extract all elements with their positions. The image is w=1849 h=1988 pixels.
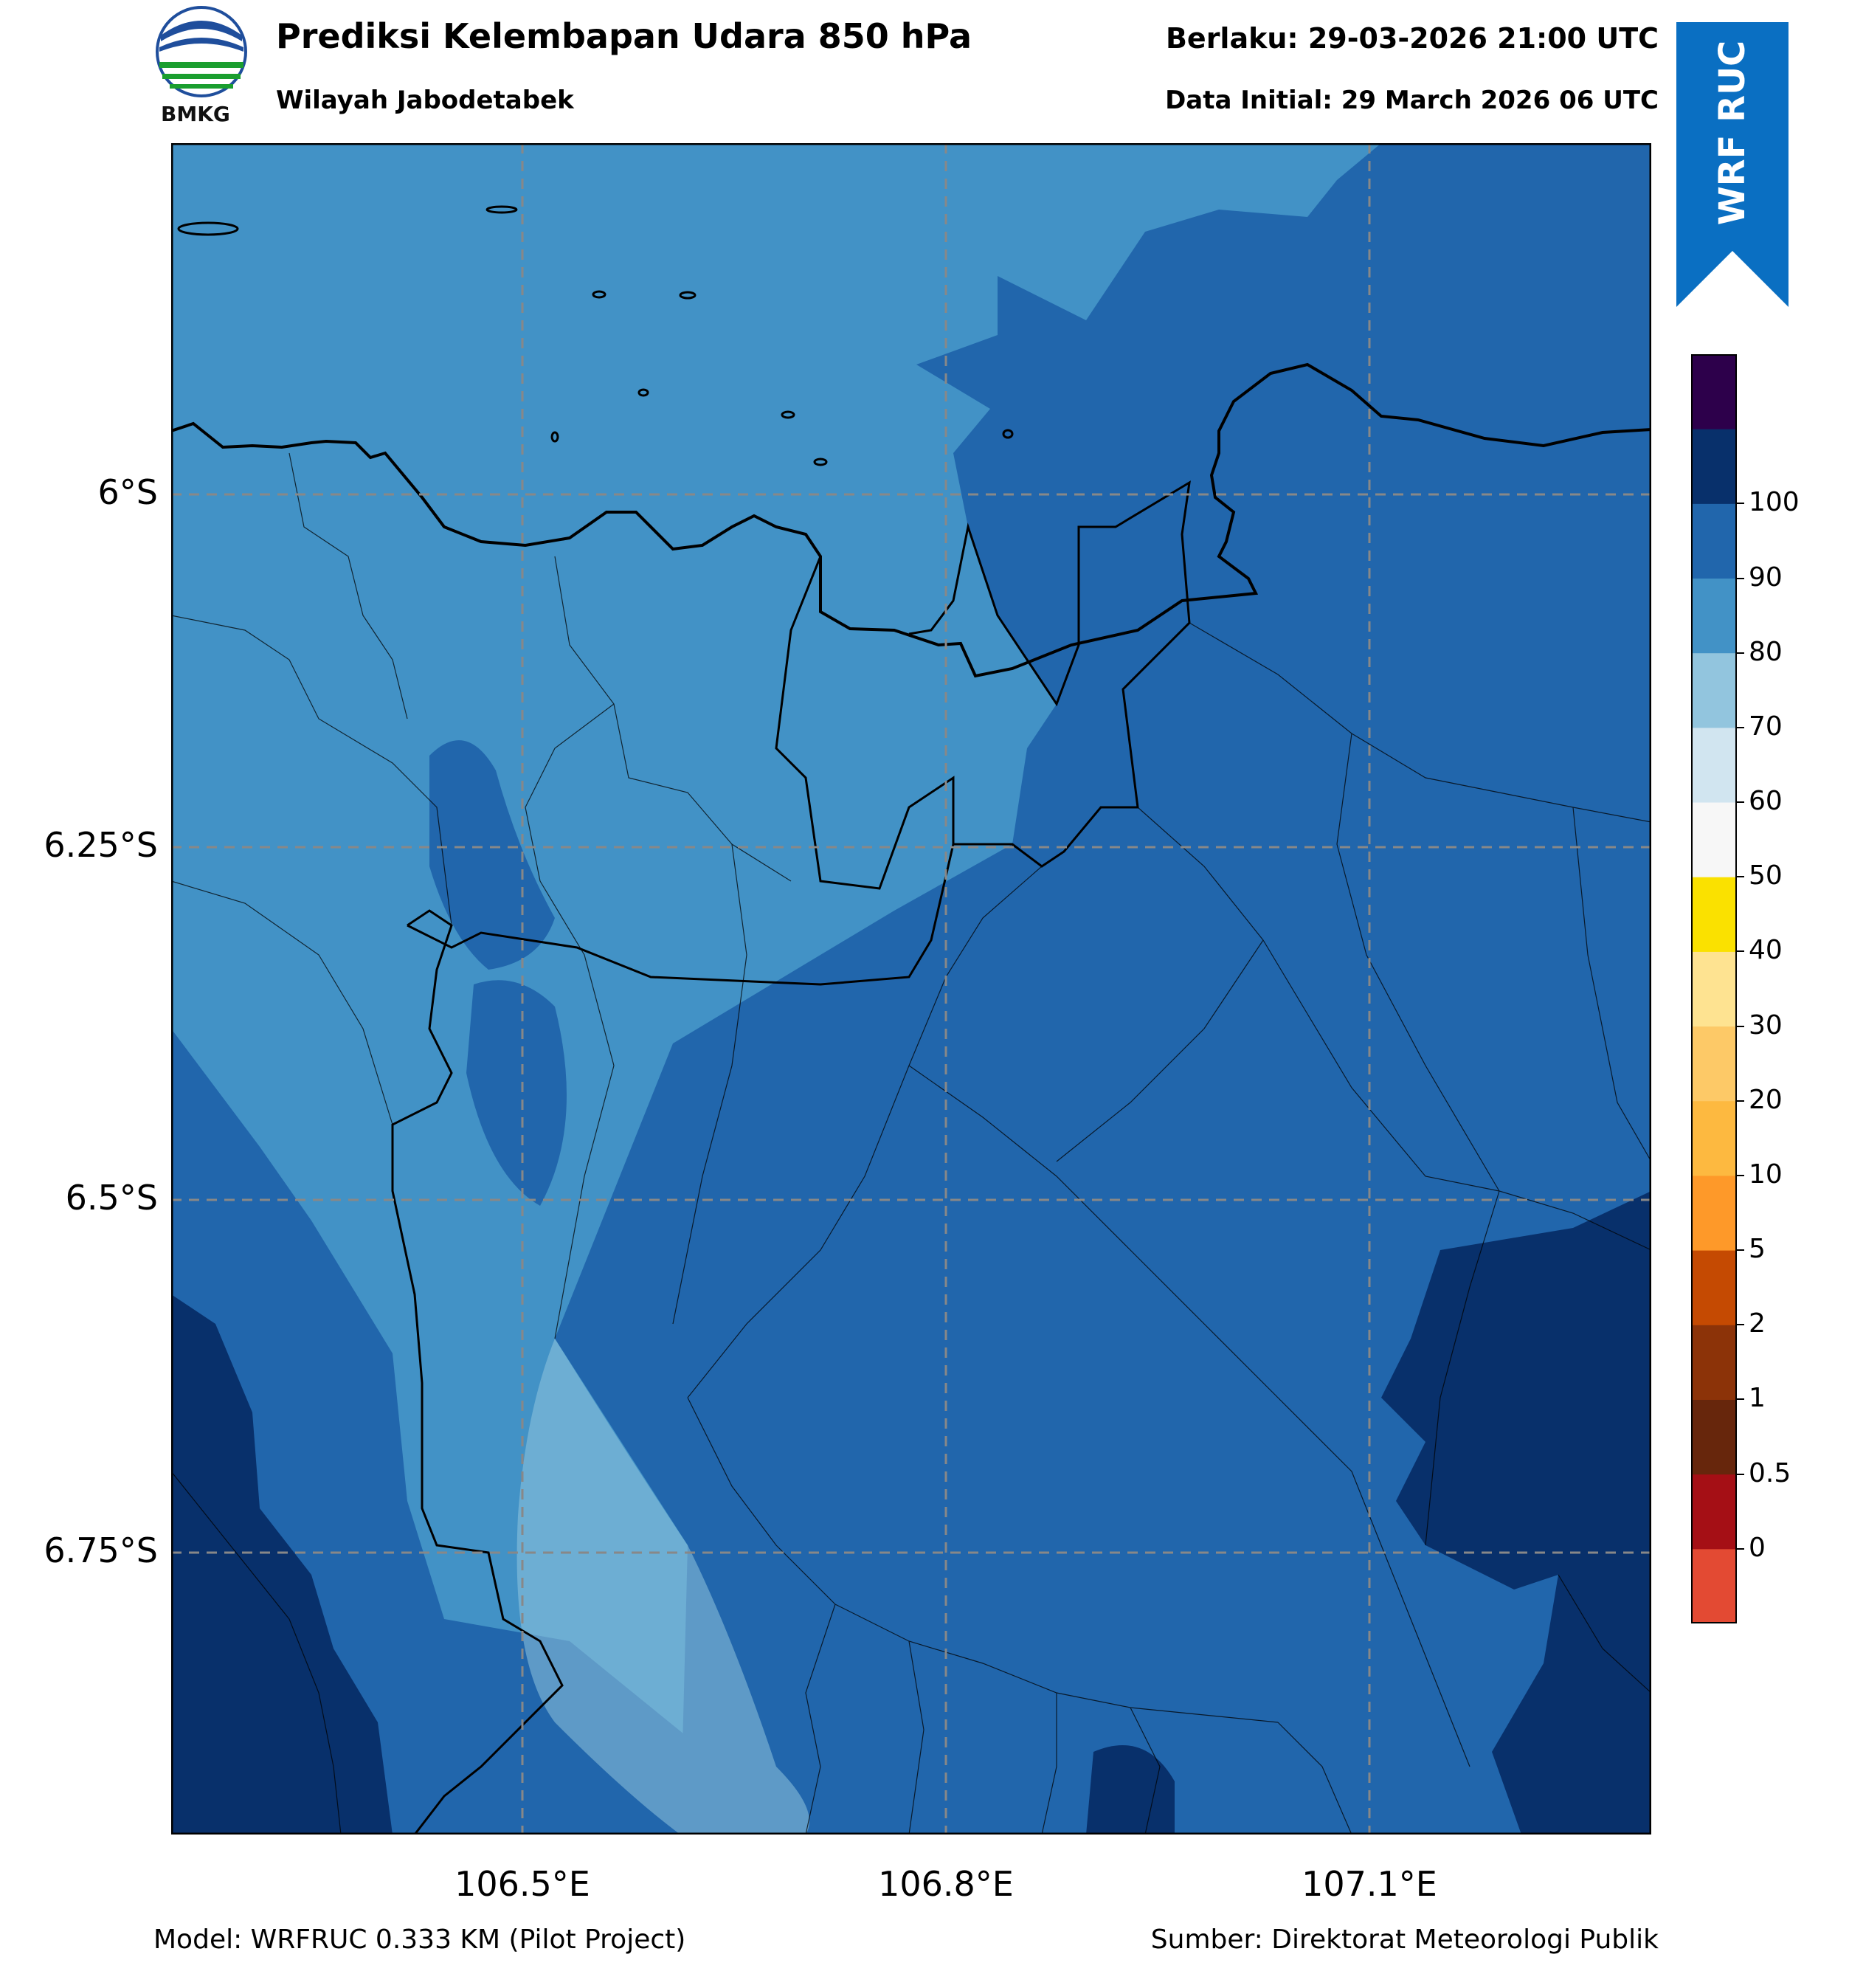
islands: [177, 205, 1014, 466]
lon-label-106-5e: 106.5°E: [455, 1864, 590, 1904]
colorbar-tick-label: 90: [1749, 562, 1783, 593]
colorbar-tick-label: 10: [1749, 1159, 1783, 1190]
humidity-band-80-90-west-strip: [466, 980, 567, 1206]
colorbar-swatch: [1691, 1325, 1737, 1400]
graticule: [171, 143, 1651, 1835]
colorbar-swatch: [1691, 429, 1737, 504]
colorbar-tick: [1737, 1547, 1744, 1550]
colorbar-tick-label: 0: [1749, 1532, 1766, 1563]
humidity-band-90-100-south: [1086, 1745, 1175, 1835]
map-frame: [170, 142, 1652, 1835]
colorbar-tick-label: 1: [1749, 1383, 1766, 1414]
colorbar-tick: [1737, 801, 1744, 804]
lon-label-107-1e: 107.1°E: [1302, 1864, 1437, 1904]
colorbar-swatch: [1691, 1548, 1737, 1624]
colorbar-tick-label: 40: [1749, 935, 1783, 966]
colorbar-tick: [1737, 577, 1744, 579]
colorbar-swatch: [1691, 1399, 1737, 1475]
colorbar-swatch: [1691, 727, 1737, 803]
ribbon-shape: [1676, 22, 1788, 307]
lat-label-6-25s: 6.25°S: [44, 825, 158, 865]
lat-label-6-5s: 6.5°S: [65, 1178, 158, 1218]
colorbar-swatch: [1691, 354, 1737, 429]
colorbar-swatch: [1691, 652, 1737, 728]
colorbar-swatch: [1691, 1026, 1737, 1102]
humidity-map: [170, 142, 1652, 1835]
province-border: [407, 843, 955, 986]
colorbar-tick: [1737, 1324, 1744, 1326]
colorbar-tick: [1737, 1398, 1744, 1401]
colorbar-swatch: [1691, 1175, 1737, 1251]
colorbar-swatch: [1691, 951, 1737, 1027]
bmkg-logo: [152, 6, 251, 102]
lat-label-6-75s: 6.75°S: [44, 1530, 158, 1570]
colorbar-tick-label: 20: [1749, 1084, 1783, 1115]
colorbar-tick: [1737, 503, 1744, 505]
colorbar-tick: [1737, 726, 1744, 728]
colorbar-tick-label: 5: [1749, 1234, 1766, 1265]
wrf-ruc-ribbon: WRF RUC: [1676, 22, 1788, 307]
initial-time: Data Initial: 29 March 2026 06 UTC: [1165, 86, 1659, 115]
ribbon-text: WRF RUC: [1712, 40, 1753, 226]
humidity-band-90-100-west: [171, 1294, 393, 1835]
colorbar-tick-label: 80: [1749, 636, 1783, 667]
lon-label-106-8e: 106.8°E: [878, 1864, 1014, 1904]
valid-time: Berlaku: 29-03-2026 21:00 UTC: [1165, 22, 1659, 55]
colorbar-tick-label: 0.5: [1749, 1457, 1791, 1488]
colorbar-tick-label: 70: [1749, 711, 1783, 742]
colorbar-swatch: [1691, 877, 1737, 952]
colorbar-swatch: [1691, 578, 1737, 654]
page-title: Prediksi Kelembapan Udara 850 hPa: [276, 16, 972, 56]
colorbar-swatch: [1691, 1250, 1737, 1325]
logo-text: BMKG: [161, 102, 230, 126]
humidity-band-90-100-east: [1381, 1191, 1651, 1835]
colorbar-tick: [1737, 1249, 1744, 1252]
humidity-band-60-70: [516, 1339, 809, 1835]
colorbar-tick: [1737, 1025, 1744, 1027]
bmkg-logo-icon: [156, 6, 247, 97]
colorbar-swatch: [1691, 1474, 1737, 1550]
colorbar-swatch: [1691, 1100, 1737, 1176]
colorbar-tick: [1737, 1174, 1744, 1176]
colorbar-tick: [1737, 1473, 1744, 1475]
colorbar-swatch: [1691, 802, 1737, 877]
colorbar-tick: [1737, 1100, 1744, 1102]
model-footer: Model: WRFRUC 0.333 KM (Pilot Project): [153, 1925, 686, 1955]
colorbar-swatch: [1691, 503, 1737, 579]
colorbar-swatches: [1691, 354, 1737, 1624]
colorbar-tick-label: 30: [1749, 1009, 1783, 1040]
lat-label-6s: 6°S: [97, 472, 158, 512]
province-border: [391, 909, 564, 1835]
colorbar: [1691, 354, 1737, 1624]
colorbar-tick-label: 50: [1749, 860, 1783, 891]
colorbar-tick: [1737, 950, 1744, 953]
colorbar-tick-label: 100: [1749, 487, 1800, 518]
source-footer: Sumber: Direktorat Meteorologi Publik: [1150, 1925, 1659, 1955]
colorbar-tick-label: 60: [1749, 786, 1783, 817]
page-subtitle: Wilayah Jabodetabek: [276, 86, 574, 115]
coastline: [170, 362, 1652, 678]
humidity-band-80-90-east: [555, 143, 1651, 1835]
colorbar-tick: [1737, 876, 1744, 878]
colorbar-tick: [1737, 652, 1744, 654]
colorbar-tick-label: 2: [1749, 1308, 1766, 1339]
